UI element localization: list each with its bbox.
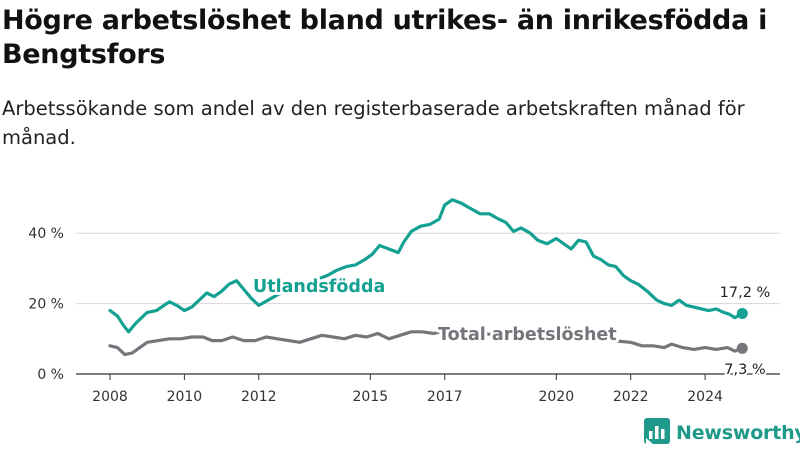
newsworthy-logo: Newsworthy — [644, 418, 800, 448]
x-tick-label: 2017 — [427, 389, 463, 405]
bar-chart-logo-icon — [644, 418, 670, 448]
x-tick-label: 2015 — [353, 389, 389, 405]
series-label-utlandsfodda: Utlandsfödda — [253, 277, 385, 297]
y-tick-label: 0 % — [37, 367, 64, 383]
x-tick-label: 2010 — [167, 389, 203, 405]
x-tick-label: 2022 — [613, 389, 649, 405]
y-tick-label: 40 % — [28, 226, 64, 242]
x-tick-label: 2024 — [687, 389, 723, 405]
end-value-utlandsfodda: 17,2 % — [720, 285, 771, 301]
chart-subtitle: Arbetssökande som andel av den registerb… — [2, 97, 745, 149]
x-tick-label: 2008 — [92, 389, 128, 405]
series-line-utlandsfodda — [108, 198, 744, 334]
x-tick-label: 2020 — [538, 389, 574, 405]
series-line-total — [108, 328, 744, 357]
end-point-total — [736, 342, 748, 354]
y-tick-label: 20 % — [28, 297, 64, 313]
series-label-total: Total arbetslöshet — [438, 325, 617, 345]
end-value-total: 7,3 % — [724, 362, 765, 378]
x-axis: 2008 2010 2012 2015 2017 2020 2022 2024 — [92, 374, 723, 405]
y-axis: 0 % 20 % 40 % — [28, 226, 64, 383]
series-lines — [108, 198, 748, 357]
chart-title: Högre arbetslöshet bland utrikes- än inr… — [2, 5, 768, 70]
x-tick-label: 2012 — [241, 389, 277, 405]
end-point-utlandsfodda — [736, 307, 748, 319]
logo-text: Newsworthy — [676, 422, 800, 444]
series-labels: Utlandsfödda Total arbetslöshet 17,2 % 7… — [250, 274, 772, 380]
